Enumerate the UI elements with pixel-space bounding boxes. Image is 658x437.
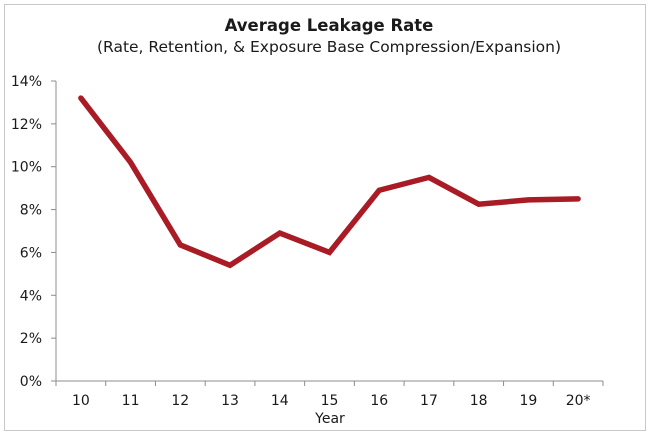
- chart-title: Average Leakage Rate: [224, 16, 434, 35]
- y-tick-label: 2%: [20, 331, 42, 347]
- x-tick-label: 16: [370, 393, 388, 409]
- x-tick-label: 15: [321, 393, 339, 409]
- y-tick-label: 0%: [20, 374, 42, 390]
- x-tick-label: 18: [470, 393, 488, 409]
- chart-subtitle: (Rate, Retention, & Exposure Base Compre…: [96, 38, 562, 56]
- x-tick-label: 17: [420, 393, 438, 409]
- x-tick-label: 10: [72, 393, 90, 409]
- x-axis-title: Year: [314, 411, 345, 427]
- x-tick-label: 12: [171, 393, 189, 409]
- x-tick-label: 14: [271, 393, 289, 409]
- y-tick-label: 8%: [20, 203, 42, 219]
- x-tick-label: 19: [519, 393, 537, 409]
- y-tick-label: 12%: [11, 117, 42, 133]
- x-tick-label: 11: [122, 393, 140, 409]
- x-axis-ticks: 10 11 12 13 14 15 16 17 18 19 20*: [55, 381, 604, 409]
- y-tick-label: 10%: [11, 160, 42, 176]
- y-tick-label: 14%: [11, 74, 42, 90]
- series-layer: [78, 95, 581, 269]
- x-tick-label: 13: [221, 393, 239, 409]
- axes: [55, 81, 603, 382]
- chart-frame: [4, 4, 646, 431]
- y-axis-ticks: 0% 2% 4% 6% 8% 10% 12% 14%: [11, 74, 56, 390]
- y-tick-label: 4%: [20, 288, 42, 304]
- series-line: [78, 95, 581, 269]
- y-tick-label: 6%: [20, 245, 42, 261]
- x-tick-label: 20*: [566, 393, 591, 409]
